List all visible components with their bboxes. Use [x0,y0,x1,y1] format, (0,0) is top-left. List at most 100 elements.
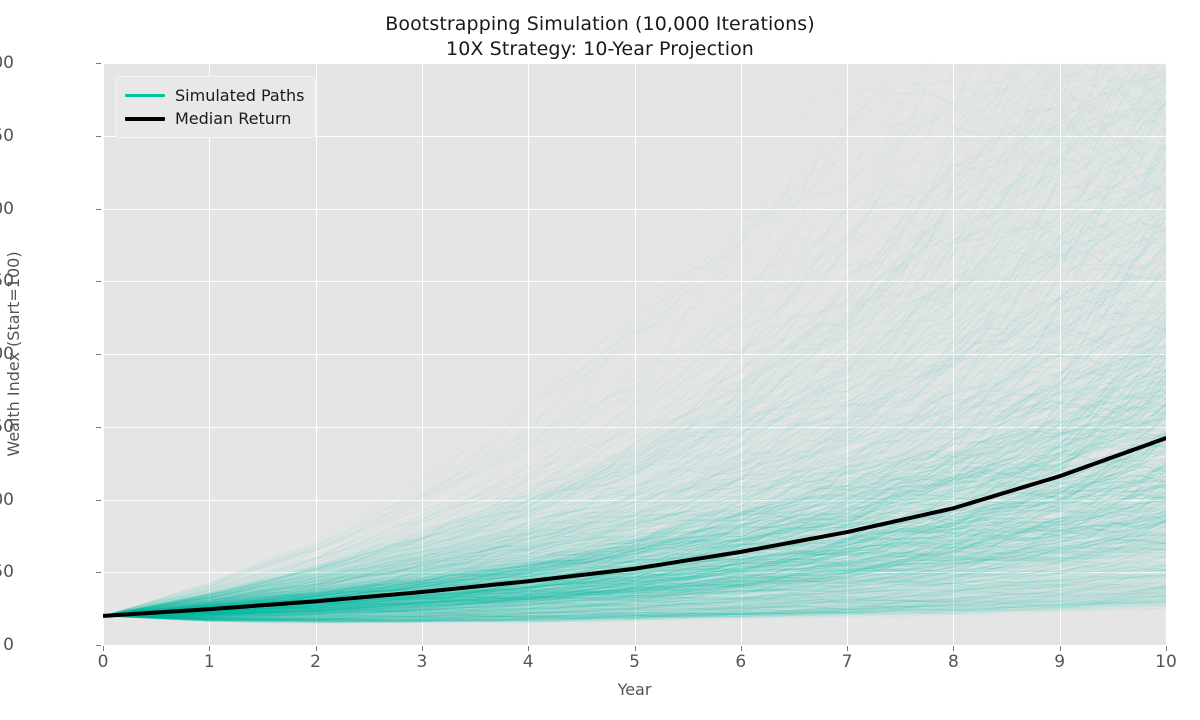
simulated-path [103,586,1166,622]
simulated-path [103,374,1166,617]
simulated-path [103,187,1166,617]
simulated-path [103,556,1166,617]
simulated-path [103,320,1166,617]
simulated-path [103,514,1166,617]
simulated-path [103,351,1166,617]
simulated-path [103,585,1166,621]
simulated-path [103,342,1166,617]
legend-swatch-simulated-paths [125,94,165,97]
simulated-path [103,586,1166,621]
simulated-path [103,560,1166,619]
simulated-path [103,515,1166,617]
simulated-path [103,220,1166,617]
simulated-path [103,308,1166,617]
simulated-path [103,493,1166,617]
simulated-path [103,567,1166,617]
simulated-path [103,410,1166,617]
simulated-path [103,158,1166,617]
simulated-path [103,237,1166,617]
simulated-path [103,485,1166,617]
simulated-path [103,356,1166,617]
simulated-path [103,276,1166,617]
simulated-path [103,258,1166,617]
simulated-path [103,466,1166,617]
simulated-path [103,488,1166,617]
simulated-path [103,348,1166,617]
simulated-path [103,388,1166,617]
simulated-path [103,398,1166,617]
simulated-path [103,582,1166,620]
y-tick-label: 750 [0,416,14,437]
simulated-path [103,217,1166,617]
simulated-path [103,542,1166,617]
simulated-path [103,120,1166,617]
simulated-path [103,381,1166,617]
simulated-path [103,558,1166,618]
simulated-path [103,434,1166,617]
simulated-path [103,545,1166,618]
simulated-path [103,590,1166,621]
simulated-path [103,486,1166,617]
simulated-path [103,392,1166,617]
x-tick-label: 1 [203,652,215,672]
simulated-path [103,593,1166,623]
y-tick-label: 0 [3,635,14,655]
simulated-path [103,495,1166,617]
simulated-path [103,554,1166,617]
simulated-path [103,550,1166,617]
simulated-path [103,529,1166,618]
simulated-path [103,249,1166,617]
simulated-path [103,509,1166,617]
simulated-path [103,277,1166,617]
simulated-path [103,534,1166,617]
simulated-path [103,470,1166,617]
simulated-path [103,252,1166,617]
simulated-path [103,392,1166,617]
x-tick-label: 0 [97,652,109,672]
simulated-path [103,303,1166,617]
simulated-path [103,519,1166,617]
simulated-path [103,337,1166,617]
simulated-path [103,587,1166,620]
simulated-path [103,264,1166,617]
simulated-path [103,346,1166,617]
simulated-path [103,500,1166,617]
simulated-path [103,310,1166,617]
simulated-path [103,182,1166,617]
simulated-path [103,543,1166,617]
simulated-path [103,431,1166,617]
simulated-path [103,451,1166,617]
simulated-path [103,577,1166,620]
simulated-path [103,495,1166,617]
simulated-path [103,565,1166,618]
simulated-path [103,304,1166,617]
simulated-path [103,598,1166,622]
simulated-path [103,371,1166,617]
simulated-path [103,242,1166,617]
simulated-path [103,565,1166,618]
simulated-path [103,535,1166,617]
simulated-path [103,375,1166,617]
simulated-path [103,263,1166,617]
simulated-path [103,320,1166,617]
simulated-path [103,561,1166,618]
simulated-path [103,353,1166,617]
simulated-path [103,492,1166,617]
simulated-path [103,587,1166,621]
y-tick-label: 500 [0,489,14,510]
simulated-path [103,520,1166,617]
simulated-path [103,405,1166,617]
simulated-path [103,543,1166,617]
simulated-path [103,176,1166,617]
simulated-path [103,299,1166,617]
simulated-path [103,595,1166,621]
simulated-path [103,357,1166,617]
simulated-path [103,511,1166,617]
simulated-path [103,286,1166,617]
simulated-path [103,84,1166,617]
simulated-path [103,580,1166,620]
simulated-path [103,518,1166,617]
simulated-path [103,334,1166,617]
simulated-path [103,595,1166,622]
simulated-path [103,345,1166,617]
